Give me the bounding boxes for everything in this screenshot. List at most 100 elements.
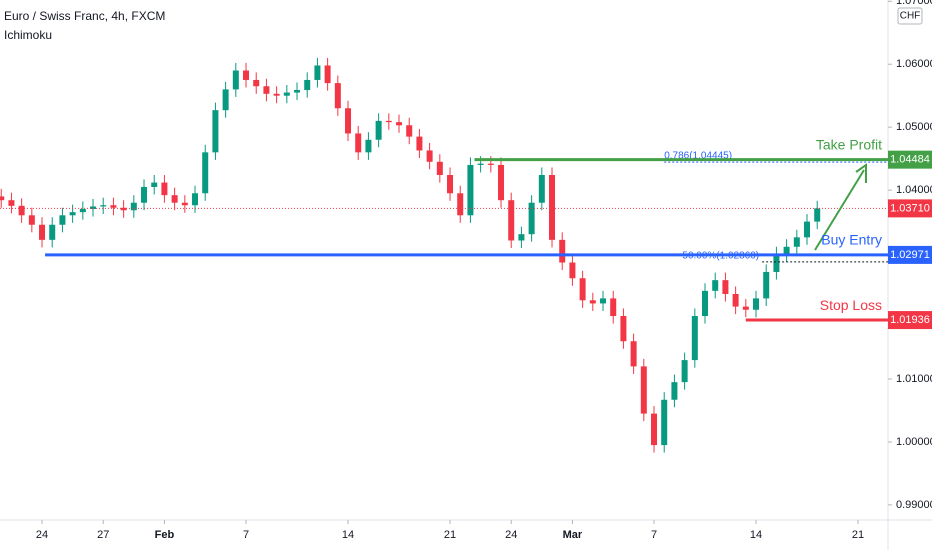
candle-body xyxy=(793,237,800,247)
candle-body xyxy=(691,316,698,361)
candle-body xyxy=(559,239,566,263)
candle-body xyxy=(426,150,433,162)
price-badge xyxy=(888,311,932,330)
candle-body xyxy=(600,298,607,304)
candle-body xyxy=(569,262,576,279)
candle-body xyxy=(304,79,311,91)
candle-body xyxy=(681,360,688,383)
candle-body xyxy=(151,182,158,187)
candle-body xyxy=(385,120,392,123)
candle-body xyxy=(651,413,658,446)
candle-body xyxy=(79,209,86,213)
candle-body xyxy=(712,280,719,291)
candle-body xyxy=(120,207,127,211)
level-name: Stop Loss xyxy=(820,297,882,313)
candle-body xyxy=(294,90,301,93)
candle-body xyxy=(49,224,56,240)
candle-body xyxy=(538,175,545,203)
candle-body xyxy=(549,175,556,240)
candle-body xyxy=(59,215,66,225)
candle-body xyxy=(334,83,341,109)
price-badge-label: 1.01936 xyxy=(890,314,930,326)
level-name: Take Profit xyxy=(816,136,882,152)
x-tick-label: 7 xyxy=(651,529,657,541)
indicator-name: Ichimoku xyxy=(4,28,52,42)
overlay xyxy=(814,163,867,251)
candle-body xyxy=(416,136,423,151)
chart-title: Euro / Swiss Franc, 4h, FXCM xyxy=(4,9,165,23)
candle-body xyxy=(396,122,403,126)
candle-body xyxy=(263,86,270,94)
candle-body xyxy=(375,120,382,140)
candle-body xyxy=(0,196,5,201)
candle-body xyxy=(753,298,760,310)
x-tick-label: 27 xyxy=(97,529,109,541)
candle-body xyxy=(8,200,15,206)
currency: CHF xyxy=(900,11,921,22)
candle-body xyxy=(406,125,413,137)
candle-body xyxy=(18,205,25,216)
candle-body xyxy=(253,79,260,87)
candle-body xyxy=(141,186,148,203)
candle-body xyxy=(732,293,739,307)
candle-body xyxy=(324,65,331,84)
candle-body xyxy=(110,205,117,208)
y-tick-label: 1.06000 xyxy=(896,58,932,70)
y-tick-label: 0.99000 xyxy=(896,499,932,511)
candle-body xyxy=(702,290,709,317)
candle-body xyxy=(518,234,525,241)
candle-body xyxy=(457,193,464,216)
candle-body xyxy=(742,306,749,310)
candle-body xyxy=(243,70,250,80)
candle-body xyxy=(620,316,627,342)
candle-body xyxy=(232,70,239,90)
candle-body xyxy=(171,195,178,203)
candle-body xyxy=(661,399,668,446)
fib-label: 0.786(1.04445) xyxy=(664,151,732,162)
candle-body xyxy=(39,224,46,240)
candle-body xyxy=(161,182,168,196)
candle-body xyxy=(69,212,76,216)
candle-body xyxy=(212,110,219,153)
candle-body xyxy=(283,92,290,96)
candle-body xyxy=(498,164,505,201)
candle-body xyxy=(314,65,321,80)
candle-body xyxy=(222,89,229,111)
price-badge-label: 1.02971 xyxy=(890,249,930,261)
profit-arrow-head xyxy=(855,163,867,183)
candle-body xyxy=(467,164,474,216)
candle-body xyxy=(477,163,484,165)
candle-body xyxy=(273,93,280,96)
y-tick-label: 1.04000 xyxy=(896,184,932,196)
y-tick-label: 1.00000 xyxy=(896,436,932,448)
y-tick-label: 1.07000 xyxy=(896,0,932,7)
candle-body xyxy=(773,254,780,272)
candle-body xyxy=(436,161,443,176)
price-badge-label: 1.03710 xyxy=(890,202,930,214)
candle-body xyxy=(365,139,372,153)
candle-body xyxy=(181,202,188,206)
candle-body xyxy=(528,202,535,235)
candle-body xyxy=(630,341,637,367)
plot xyxy=(0,57,888,453)
candle-body xyxy=(589,300,596,304)
x-tick-label: 21 xyxy=(852,529,864,541)
candle-body xyxy=(192,193,199,206)
currency-box xyxy=(897,7,923,25)
candle-body xyxy=(355,133,362,153)
candle-body xyxy=(130,202,137,211)
candle-body xyxy=(640,366,647,414)
candle-body xyxy=(814,208,821,222)
candle-body xyxy=(28,215,35,225)
price-badge xyxy=(888,245,932,264)
x-tick-label: 14 xyxy=(342,529,354,541)
candle-body xyxy=(763,271,770,299)
x-tick-label: 21 xyxy=(444,529,456,541)
price-badge xyxy=(888,199,932,218)
profit-arrow xyxy=(814,169,865,251)
candle-body xyxy=(671,382,678,400)
x-tick-label: Mar xyxy=(563,529,583,541)
y-tick-label: 1.01000 xyxy=(896,373,932,385)
x-tick-label: Feb xyxy=(155,529,175,541)
